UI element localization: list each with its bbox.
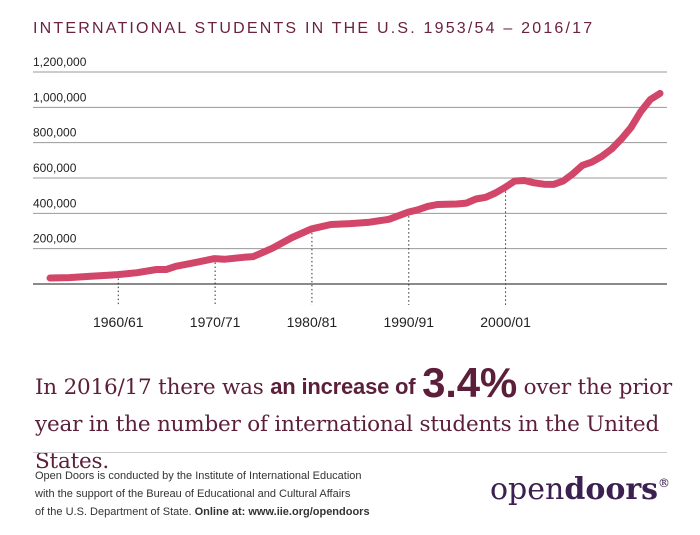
x-guide-lines (117, 191, 507, 305)
logo-bold: doors (564, 472, 659, 507)
y-tick-label: 1,000,000 (33, 90, 87, 104)
headline-suffix: over the prior year in the number of int… (35, 375, 672, 474)
y-tick-label: 1,200,000 (33, 55, 87, 69)
headline-prefix: In 2016/17 there was (35, 375, 271, 400)
footer-line-3-text: of the U.S. Department of State. (35, 506, 192, 518)
divider (33, 452, 667, 453)
headline: In 2016/17 there was an increase of 3.4%… (35, 362, 675, 480)
footer-online-link[interactable]: Online at: www.iie.org/opendoors (194, 506, 370, 518)
x-tick-label: 1980/81 (287, 314, 338, 330)
y-tick-label: 400,000 (33, 196, 77, 210)
footer-line-2: with the support of the Bureau of Educat… (35, 488, 351, 500)
logo-light: open (490, 472, 565, 507)
line-chart: 200,000 400,000 600,000 800,000 1,000,000 1,2… (33, 55, 667, 330)
logo-mark: ® (658, 476, 671, 490)
x-tick-label: 1960/61 (93, 314, 144, 330)
opendoors-logo: opendoors® (490, 472, 670, 507)
series-line (46, 89, 664, 282)
footer-text: Open Doors is conducted by the Institute… (35, 467, 395, 521)
y-tick-label: 600,000 (33, 161, 77, 175)
x-tick-label: 1970/71 (190, 314, 241, 330)
y-axis-ticks: 200,000 400,000 600,000 800,000 1,000,000 1,2… (33, 55, 87, 246)
chart-title: INTERNATIONAL STUDENTS IN THE U.S. 1953/… (33, 20, 595, 37)
y-tick-label: 800,000 (33, 126, 77, 140)
x-tick-label: 1990/91 (383, 314, 434, 330)
headline-percent: 3.4% (422, 359, 517, 406)
headline-bold: an increase of (270, 374, 416, 399)
x-tick-label: 2000/01 (480, 314, 531, 330)
footer-line-1: Open Doors is conducted by the Institute… (35, 470, 362, 482)
y-tick-label: 200,000 (33, 232, 77, 246)
x-axis-ticks: 1960/61 1970/71 1980/81 1990/91 2000/01 (93, 314, 531, 330)
footer-line-3: of the U.S. Department of State. Online … (35, 503, 395, 521)
